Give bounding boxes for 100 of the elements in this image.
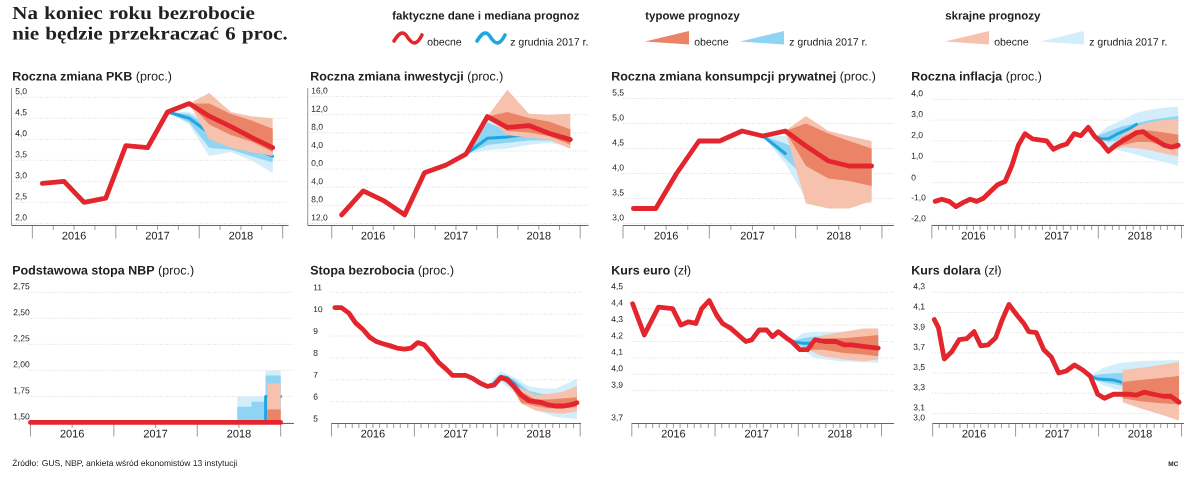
x-tick-label: 2018 [1128,231,1152,240]
x-tick-label: 2016 [962,429,986,438]
y-tick-label: 4,4 [611,299,623,307]
chart-title: Roczna zmiana PKB (proc.) [13,71,172,84]
y-tick-label: 3,1 [913,404,925,412]
y-tick-label: -1,0 [911,194,926,202]
x-tick-label: 2018 [828,429,852,438]
x-tick-label: 2016 [60,429,84,438]
y-tick-label: 4,0 [611,365,623,373]
legend-label: z grudnia 2017 r. [789,37,867,48]
y-tick-label: 1,0 [911,152,923,160]
y-tick-label: 3,5 [612,189,624,197]
y-tick-label: 2,0 [15,214,27,222]
y-tick-label: 0 [911,174,916,181]
y-tick-label: 3,5 [15,151,27,159]
x-tick-label: 2018 [527,429,551,438]
y-tick-label: 5 [313,415,318,422]
chart-title: Roczna zmiana inwestycji (proc.) [311,71,503,84]
legend-label: obecne [694,37,729,46]
y-tick-label: 8 [313,349,318,356]
chart-title: Kurs dolara (zł) [912,265,1001,278]
y-tick-label: 3,9 [611,381,623,389]
legend-label: z grudnia 2017 r. [1089,37,1167,48]
legend-label: z grudnia 2017 r. [510,37,588,48]
y-tick-label: 0,0 [311,160,323,168]
text: faktyczne dane i mediana prognoz [392,11,580,22]
x-tick-label: 2017 [740,231,765,240]
text: Na koniec roku bezrobocie nie będzie przekraczać 6 proc. [12,6,287,44]
y-tick-label: 4,3 [611,316,623,324]
y-tick-label: 3,7 [611,414,623,422]
y-tick-label: 7 [313,371,318,378]
x-tick-label: 2016 [62,231,86,240]
y-tick-label: 3,9 [913,323,925,331]
legend-label: obecne [994,37,1029,46]
chart-title: Podstawowa stopa NBP (proc.) [13,265,194,278]
y-tick-label: 4,0 [911,90,923,98]
y-tick-label: 2,25 [13,335,30,343]
y-tick-label: 4,3 [913,283,925,291]
y-tick-label: 10 [313,306,323,313]
x-tick-label: 2016 [961,231,986,240]
x-tick-label: 2017 [145,231,170,240]
y-tick-label: 8,0 [311,123,323,131]
x-tick-label: 2016 [361,231,385,240]
y-tick-label: 2,5 [15,193,27,201]
y-tick-label: 12,0 [311,105,328,113]
y-tick-label: 3,5 [913,364,925,372]
y-tick-label: 12,0 [311,214,328,222]
y-tick-label: 11 [313,284,322,291]
y-tick-label: 3,0 [15,172,27,180]
y-tick-label: 5,0 [15,88,27,96]
y-tick-label: 4,1 [913,303,925,311]
chart-title: Kurs euro (zł) [612,265,691,278]
y-tick-label: 4,5 [15,109,27,117]
text: typowe prognozy [645,11,740,22]
y-tick-label: 4,1 [611,348,623,356]
legend-label: obecne [427,37,462,46]
y-tick-label: 16,0 [311,87,328,95]
y-tick-label: 4,5 [612,139,624,147]
x-tick-label: 2017 [444,429,468,438]
y-tick-label: 3,0 [913,414,925,422]
y-tick-label: 4,2 [611,332,623,340]
y-tick-label: 5,5 [612,89,624,97]
x-tick-label: 2016 [361,429,385,438]
y-tick-label: 2,75 [13,283,30,291]
y-tick-label: 9 [313,328,318,335]
y-tick-label: 4,0 [311,178,323,186]
text: skrajne prognozy [945,11,1041,22]
chart-title: Stopa bezrobocia (proc.) [310,265,454,278]
x-tick-label: 2018 [227,429,251,438]
y-tick-label: 4,0 [15,130,27,138]
y-tick-label: 5,0 [612,114,624,122]
x-tick-label: 2018 [827,231,851,240]
chart-title: Roczna zmiana konsumpcji prywatnej (proc.) [612,71,876,84]
y-tick-label: 3,7 [913,343,925,351]
x-tick-label: 2017 [1045,429,1069,438]
y-tick-label: 3,0 [911,111,923,119]
y-tick-label: 4,5 [611,283,623,291]
text: Źródło: GUS, NBP, ankieta wśród ekonomistów 13 instytucji [12,458,237,468]
x-tick-label: 2016 [654,231,678,240]
y-tick-label: 2,00 [13,361,30,369]
y-tick-label: 2,0 [911,131,923,139]
x-tick-label: 2017 [444,231,468,240]
x-tick-label: 2017 [1044,231,1069,240]
y-tick-label: 4,0 [311,141,323,149]
y-tick-label: 2,50 [13,309,30,317]
y-tick-label: 6 [313,393,318,400]
y-tick-label: 3,3 [913,384,925,392]
x-tick-label: 2017 [744,429,769,438]
y-tick-label: 3,0 [612,214,624,222]
chart-title: Roczna inflacja (proc.) [912,71,1042,84]
x-tick-label: 2016 [661,429,686,438]
x-tick-label: 2018 [527,231,551,240]
y-tick-label: 1,75 [13,387,30,395]
y-tick-label: 4,0 [612,164,624,172]
y-tick-label: -2,0 [911,215,926,223]
x-tick-label: 2018 [229,231,253,240]
x-tick-label: 2018 [1128,429,1152,438]
y-tick-label: 8,0 [311,196,323,204]
y-tick-label: 1,50 [13,413,30,421]
x-tick-label: 2017 [143,429,168,438]
